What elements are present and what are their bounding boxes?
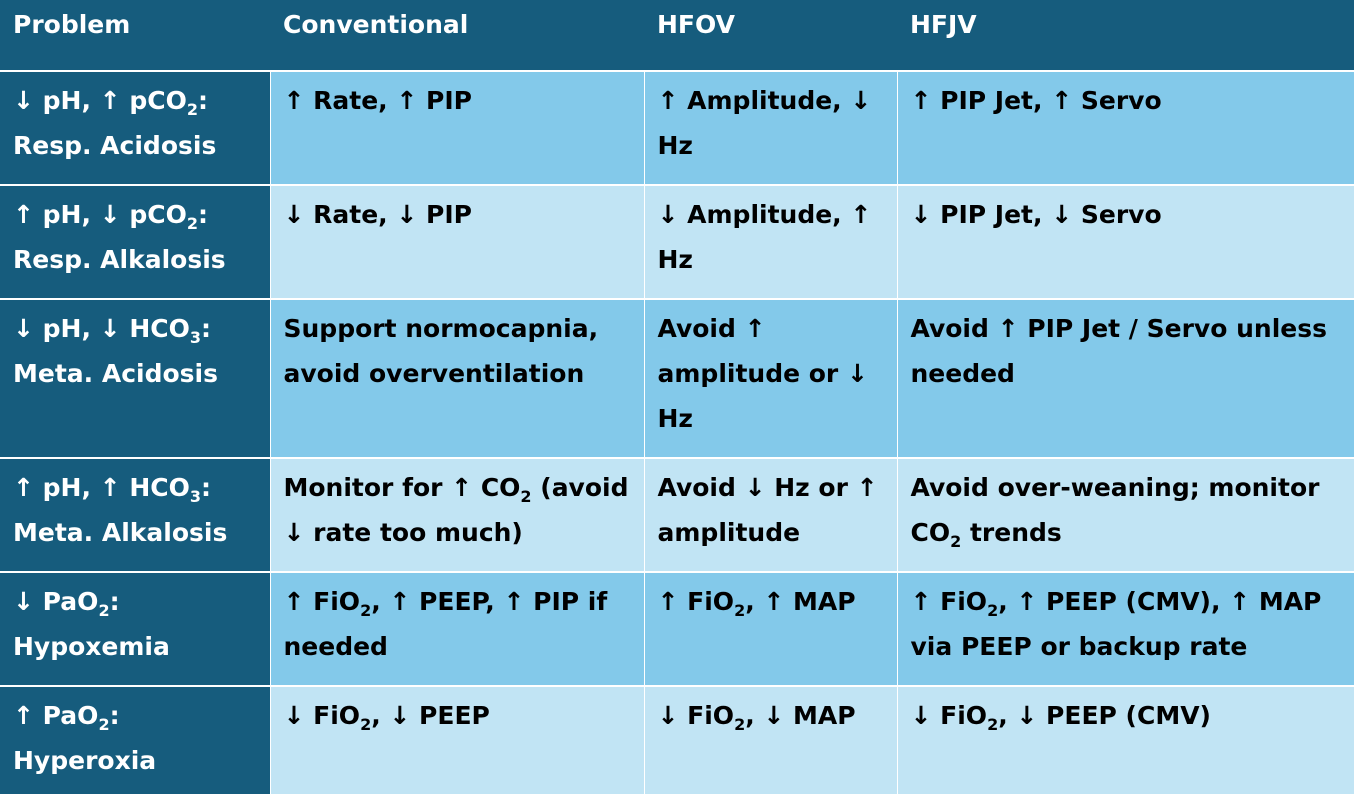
conventional-cell: Monitor for ↑ CO2 (avoid ↓ rate too much… [269,458,644,573]
problem-cell: ↑ PaO2: Hyperoxia [0,686,270,794]
hfjv-cell: Avoid over-weaning; monitor CO2 trends [896,458,1354,573]
header-row: Problem Conventional HFOV HFJV [0,0,1354,72]
hfjv-cell: ↓ PIP Jet, ↓ Servo [896,185,1354,300]
hfov-cell: ↓ Amplitude, ↑ Hz [643,185,897,300]
table-row: ↑ PaO2: Hyperoxia ↓ FiO2, ↓ PEEP ↓ FiO2, … [0,686,1354,794]
hfjv-cell: ↑ FiO2, ↑ PEEP (CMV), ↑ MAP via PEEP or … [896,572,1354,687]
problem-cell: ↑ pH, ↑ HCO3: Meta. Alkalosis [0,458,270,573]
table-row: ↓ pH, ↓ HCO3: Meta. Acidosis Support norm… [0,299,1354,459]
header-hfjv: HFJV [897,0,1354,72]
problem-cell: ↓ pH, ↑ pCO2: Resp. Acidosis [0,71,270,186]
problem-cell: ↓ pH, ↓ HCO3: Meta. Acidosis [0,299,270,459]
table-row: ↓ pH, ↑ pCO2: Resp. Acidosis ↑ Rate, ↑ PI… [0,71,1354,186]
hfov-cell: ↓ FiO2, ↓ MAP [643,686,897,794]
conventional-cell: ↑ FiO2, ↑ PEEP, ↑ PIP if needed [269,572,644,687]
header-conventional: Conventional [270,0,644,72]
conventional-cell: Support normocapnia, avoid overventilati… [269,299,644,459]
problem-cell: ↑ pH, ↓ pCO2: Resp. Alkalosis [0,185,270,300]
hfjv-cell: ↑ PIP Jet, ↑ Servo [896,71,1354,186]
table-header: Problem Conventional HFOV HFJV [0,0,1354,72]
hfov-cell: ↑ Amplitude, ↓ Hz [643,71,897,186]
table-row: ↑ pH, ↑ HCO3: Meta. Alkalosis Monitor for… [0,458,1354,573]
table-row: ↓ PaO2: Hypoxemia ↑ FiO2, ↑ PEEP, ↑ PIP i… [0,572,1354,687]
problem-cell: ↓ PaO2: Hypoxemia [0,572,270,687]
hfov-cell: ↑ FiO2, ↑ MAP [643,572,897,687]
hfov-cell: Avoid ↓ Hz or ↑ amplitude [643,458,897,573]
conventional-cell: ↓ Rate, ↓ PIP [269,185,644,300]
header-problem: Problem [0,0,270,72]
table-body: ↓ pH, ↑ pCO2: Resp. Acidosis ↑ Rate, ↑ PI… [0,71,1354,794]
conventional-cell: ↑ Rate, ↑ PIP [269,71,644,186]
hfjv-cell: Avoid ↑ PIP Jet / Servo unless needed [896,299,1354,459]
hfjv-cell: ↓ FiO2, ↓ PEEP (CMV) [896,686,1354,794]
header-hfov: HFOV [644,0,897,72]
hfov-cell: Avoid ↑ amplitude or ↓ Hz [643,299,897,459]
conventional-cell: ↓ FiO2, ↓ PEEP [269,686,644,794]
table-row: ↑ pH, ↓ pCO2: Resp. Alkalosis ↓ Rate, ↓ P… [0,185,1354,300]
